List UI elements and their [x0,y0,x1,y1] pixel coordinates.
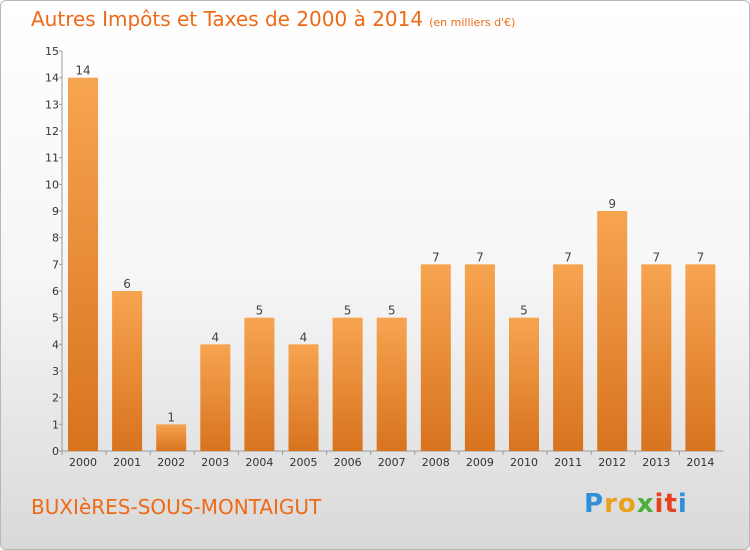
x-tick-label: 2011 [554,456,582,469]
bar-2002 [156,424,187,451]
logo-letter: i [677,489,688,519]
y-tick-label: 5 [52,312,59,325]
data-label: 7 [476,250,484,264]
bar-2004 [244,317,275,451]
x-tick-label: 2006 [334,456,362,469]
proxiti-logo[interactable]: Proxiti [584,489,688,519]
data-label: 7 [432,250,440,264]
bars-layer [68,77,716,452]
bar-2001 [112,291,143,451]
x-tick-label: 2002 [157,456,185,469]
bar-2011 [553,264,584,451]
data-label: 5 [344,304,352,318]
bar-2012 [597,211,628,451]
y-tick-label: 9 [52,205,59,218]
logo-letter: r [604,489,618,519]
x-tick-label: 2001 [113,456,141,469]
x-tick-label: 2012 [598,456,626,469]
data-label: 9 [608,197,616,211]
y-tick-label: 4 [52,338,59,351]
data-label: 4 [300,330,308,344]
logo-letter: P [584,489,605,519]
logo-letter: t [664,489,678,519]
y-tick-label: 14 [45,72,59,85]
bar-2006 [332,317,363,451]
logo-letter: x [636,489,655,519]
data-label: 5 [388,304,396,318]
data-label: 6 [123,277,131,291]
bar-2009 [464,264,495,451]
bar-2008 [420,264,451,451]
y-tick-label: 11 [45,152,59,165]
y-tick-label: 10 [45,178,59,191]
title-text: Autres Impôts et Taxes de 2000 à 2014 [31,7,424,31]
chart-title: Autres Impôts et Taxes de 2000 à 2014 (en… [31,7,515,31]
bar-2010 [509,317,539,451]
y-tick-label: 12 [45,125,59,138]
y-tick-label: 8 [52,232,59,245]
logo-letter: i [654,489,665,519]
data-label: 5 [256,304,264,318]
data-label: 7 [652,250,660,264]
data-label: 1 [167,410,175,424]
x-tick-label: 2000 [69,456,97,469]
data-label: 7 [697,250,705,264]
x-tick-label: 2008 [422,456,450,469]
bar-2005 [288,344,319,451]
data-label: 4 [211,330,219,344]
y-tick-label: 15 [45,45,59,58]
x-tick-label: 2003 [201,456,229,469]
y-tick-label: 13 [45,98,59,111]
x-tick-label: 2013 [642,456,670,469]
x-tick-label: 2007 [378,456,406,469]
data-label: 5 [520,304,528,318]
bar-2000 [68,77,98,452]
y-tick-label: 6 [52,285,59,298]
x-tick-label: 2004 [245,456,273,469]
y-tick-label: 2 [52,392,59,405]
data-label: 14 [75,64,90,78]
data-label: 7 [564,250,572,264]
y-tick-label: 0 [52,445,59,458]
x-tick-label: 2009 [466,456,494,469]
bar-2007 [376,317,407,451]
y-tick-label: 3 [52,365,59,378]
logo-letter: o [617,489,637,519]
unit-label: (en milliers d'€) [429,16,516,29]
x-tick-label: 2005 [290,456,318,469]
bar-2003 [200,344,231,451]
y-tick-label: 7 [52,258,59,271]
commune-name: BUXIèRES-SOUS-MONTAIGUT [31,495,322,519]
bar-2014 [685,264,716,451]
x-tick-label: 2014 [686,456,714,469]
y-tick-label: 1 [52,418,59,431]
bar-2013 [641,264,672,451]
x-tick-label: 2010 [510,456,538,469]
